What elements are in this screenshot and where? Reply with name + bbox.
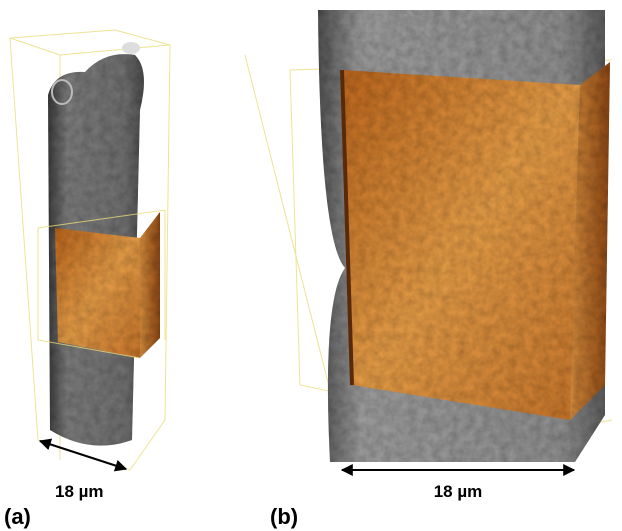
- scale-label: 18 µm: [55, 482, 104, 501]
- scale-label: 18 µm: [434, 482, 483, 501]
- scale-arrow: [40, 441, 126, 469]
- panel-a: 18 µm (a): [4, 30, 170, 529]
- segmented-region: [342, 70, 580, 420]
- panel-b: 18 µm (b): [245, 10, 612, 529]
- figure: 18 µm (a) 18 µm (b): [0, 0, 622, 531]
- panel-label: (a): [4, 504, 31, 529]
- particle: [122, 42, 140, 54]
- segmented-region-side: [140, 212, 160, 358]
- segmented-region: [55, 228, 140, 358]
- panel-label: (b): [270, 504, 298, 529]
